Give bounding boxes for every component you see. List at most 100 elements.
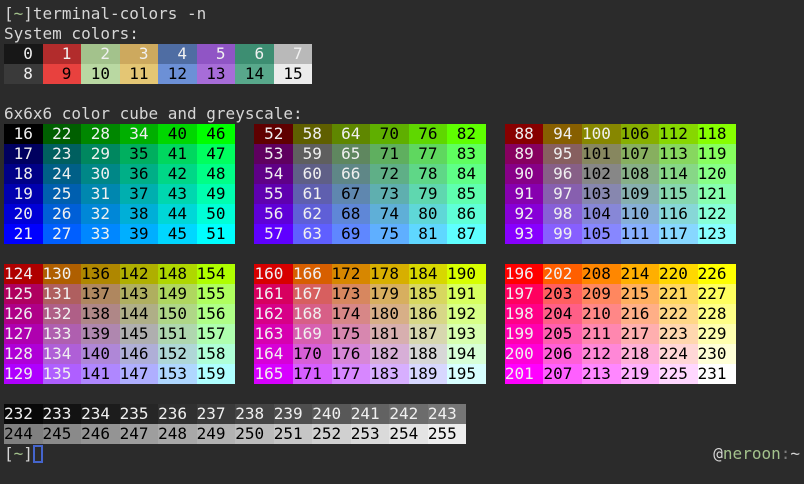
color-swatch-255: 255: [427, 424, 467, 444]
color-swatch-130: 130: [42, 264, 82, 284]
color-swatch-86: 86: [447, 204, 486, 224]
color-swatch-42: 42: [158, 164, 197, 184]
color-swatch-176: 176: [331, 344, 371, 364]
color-swatch-141: 141: [81, 364, 120, 384]
color-swatch-220: 220: [659, 264, 698, 284]
color-swatch-155: 155: [196, 284, 236, 304]
color-swatch-136: 136: [81, 264, 120, 284]
color-swatch-218: 218: [620, 344, 660, 364]
color-swatch-103: 103: [581, 184, 621, 204]
color-swatch-209: 209: [581, 284, 621, 304]
color-swatch-223: 223: [659, 324, 698, 344]
bottom-prompt-line: [~] @neroon:~: [4, 444, 804, 464]
color-swatch-90: 90: [504, 164, 544, 184]
blank-line: [4, 84, 804, 104]
color-swatch-14: 14: [235, 64, 274, 84]
blank-line: [4, 384, 804, 404]
color-swatch-110: 110: [620, 204, 660, 224]
color-swatch-224: 224: [659, 344, 698, 364]
color-swatch-47: 47: [196, 144, 236, 164]
color-swatch-205: 205: [543, 324, 582, 344]
color-swatch-106: 106: [620, 124, 660, 144]
color-swatch-67: 67: [331, 184, 371, 204]
color-swatch-34: 34: [119, 124, 159, 144]
color-swatch-173: 173: [331, 284, 371, 304]
color-swatch-186: 186: [408, 304, 448, 324]
command-text: terminal-colors -n: [32, 4, 207, 23]
color-swatch-12: 12: [158, 64, 197, 84]
color-swatch-239: 239: [273, 404, 313, 424]
color-swatch-50: 50: [196, 204, 236, 224]
color-swatch-78: 78: [408, 164, 448, 184]
color-swatch-35: 35: [119, 144, 159, 164]
color-swatch-228: 228: [697, 304, 737, 324]
color-swatch-101: 101: [581, 144, 621, 164]
color-swatch-249: 249: [196, 424, 236, 444]
color-swatch-116: 116: [659, 204, 698, 224]
cube-row: 125 131 137 143 149 155 161 167 173 179 …: [4, 284, 804, 304]
color-swatch-29: 29: [81, 144, 120, 164]
color-swatch-123: 123: [697, 224, 737, 244]
right-status-prompt: @neroon:~: [713, 444, 800, 464]
color-swatch-143: 143: [119, 284, 159, 304]
cube-row: 17 23 29 35 41 47 53 59 65 71 77 83 89 9…: [4, 144, 804, 164]
system-colors-label: System colors:: [4, 24, 139, 43]
color-swatch-60: 60: [292, 164, 332, 184]
color-swatch-183: 183: [370, 364, 409, 384]
color-swatch-233: 233: [42, 404, 82, 424]
color-swatch-221: 221: [659, 284, 698, 304]
color-swatch-204: 204: [543, 304, 582, 324]
color-swatch-16: 16: [4, 124, 43, 144]
color-swatch-125: 125: [4, 284, 43, 304]
cube-row: 127 133 139 145 151 157 163 169 175 181 …: [4, 324, 804, 344]
color-swatch-179: 179: [370, 284, 409, 304]
color-swatch-219: 219: [620, 364, 660, 384]
color-swatch-171: 171: [292, 364, 332, 384]
color-swatch-84: 84: [447, 164, 486, 184]
color-swatch-27: 27: [42, 224, 82, 244]
cube-row: 124 130 136 142 148 154 160 166 172 178 …: [4, 264, 804, 284]
color-swatch-234: 234: [81, 404, 120, 424]
color-swatch-36: 36: [119, 164, 159, 184]
prompt-open-bracket: [: [4, 4, 14, 23]
color-swatch-242: 242: [389, 404, 428, 424]
color-swatch-196: 196: [504, 264, 544, 284]
color-swatch-142: 142: [119, 264, 159, 284]
color-swatch-199: 199: [504, 324, 544, 344]
system-colors-row-0-7: 0 1 2 3 4 5 6 7: [4, 44, 804, 64]
color-swatch-184: 184: [408, 264, 448, 284]
color-swatch-251: 251: [273, 424, 313, 444]
color-swatch-112: 112: [659, 124, 698, 144]
color-swatch-157: 157: [196, 324, 236, 344]
color-swatch-148: 148: [158, 264, 197, 284]
color-swatch-53: 53: [254, 144, 293, 164]
color-swatch-241: 241: [350, 404, 390, 424]
color-swatch-135: 135: [42, 364, 82, 384]
color-swatch-243: 243: [427, 404, 467, 424]
color-swatch-117: 117: [659, 224, 698, 244]
color-swatch-226: 226: [697, 264, 737, 284]
color-swatch-75: 75: [370, 224, 409, 244]
color-swatch-250: 250: [235, 424, 274, 444]
color-swatch-24: 24: [42, 164, 82, 184]
color-swatch-9: 9: [42, 64, 82, 84]
color-swatch-191: 191: [447, 284, 486, 304]
color-swatch-108: 108: [620, 164, 660, 184]
color-swatch-121: 121: [697, 184, 737, 204]
color-swatch-149: 149: [158, 284, 197, 304]
color-swatch-62: 62: [292, 204, 332, 224]
color-swatch-169: 169: [292, 324, 332, 344]
color-swatch-151: 151: [158, 324, 197, 344]
color-swatch-240: 240: [312, 404, 351, 424]
color-swatch-92: 92: [504, 204, 544, 224]
color-swatch-212: 212: [581, 344, 621, 364]
color-swatch-237: 237: [196, 404, 236, 424]
color-swatch-232: 232: [4, 404, 43, 424]
color-swatch-181: 181: [370, 324, 409, 344]
color-swatch-59: 59: [292, 144, 332, 164]
color-swatch-56: 56: [254, 204, 293, 224]
color-swatch-128: 128: [4, 344, 43, 364]
color-swatch-91: 91: [504, 184, 544, 204]
color-swatch-48: 48: [196, 164, 236, 184]
